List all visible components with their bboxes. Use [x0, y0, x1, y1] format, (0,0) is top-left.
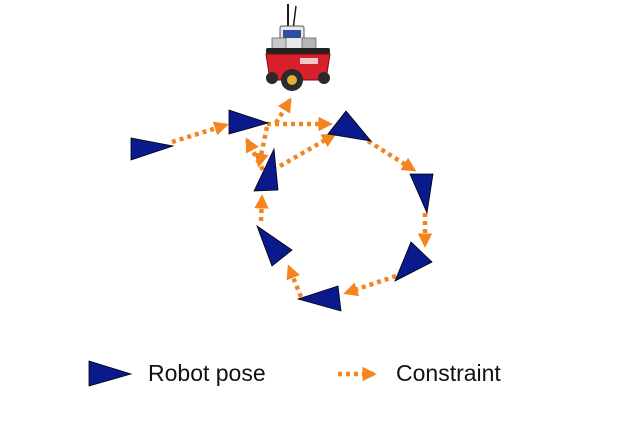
mobile-robot-icon: [265, 4, 331, 91]
robot-pose-marker: [253, 147, 279, 192]
robot-pose-marker: [394, 241, 433, 282]
legend-robot-pose-label: Robot pose: [148, 360, 266, 386]
robot-pose-marker: [228, 109, 270, 135]
robot-pose-marker: [296, 285, 342, 312]
legend-constraint-label: Constraint: [396, 360, 501, 386]
constraint-arrow: [274, 97, 292, 125]
constraint-arrow: [254, 194, 269, 222]
robot-pose-marker: [327, 110, 372, 142]
constraint-arrow: [366, 139, 417, 172]
legend-pose-triangle-icon: [88, 360, 133, 387]
constraints: [171, 97, 433, 298]
constraint-arrow: [278, 133, 337, 168]
constraint-arrow: [286, 264, 304, 298]
constraint-arrow: [171, 121, 229, 145]
constraint-arrow: [343, 273, 397, 297]
robot-poses: [130, 109, 434, 312]
constraint-arrow: [254, 126, 270, 168]
robot-pose-marker: [256, 224, 293, 267]
robot-pose-marker: [130, 137, 175, 161]
constraint-arrow: [245, 137, 265, 172]
robot-pose-marker: [409, 173, 434, 215]
